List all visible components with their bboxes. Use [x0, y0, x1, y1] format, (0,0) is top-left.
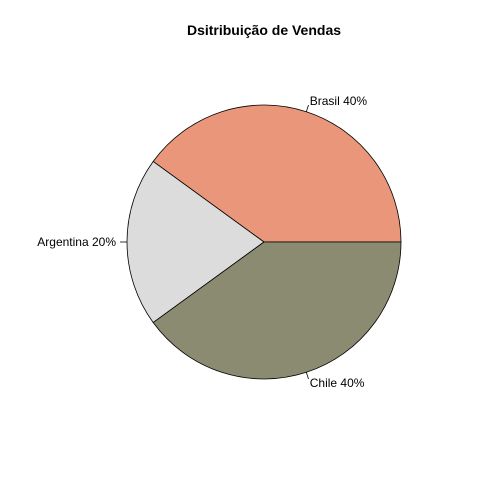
- pie-slice-chile: [152, 241, 402, 380]
- chart-title: Dsitribuição de Vendas: [187, 22, 341, 38]
- pie-label-tick-brasil: [305, 104, 309, 112]
- pie-slice-brasil: [152, 104, 402, 243]
- pie-label-brasil: Brasil 40%: [310, 94, 368, 108]
- pie-label-chile: Chile 40%: [310, 376, 365, 390]
- pie-label-tick-chile: [305, 372, 309, 380]
- pie-label-argentina: Argentina 20%: [37, 235, 116, 249]
- pie-slices: [126, 104, 402, 380]
- pie-labels: Brasil 40% Argentina 20% Chile 40%: [37, 94, 367, 390]
- pie-slice-argentina: [126, 160, 265, 324]
